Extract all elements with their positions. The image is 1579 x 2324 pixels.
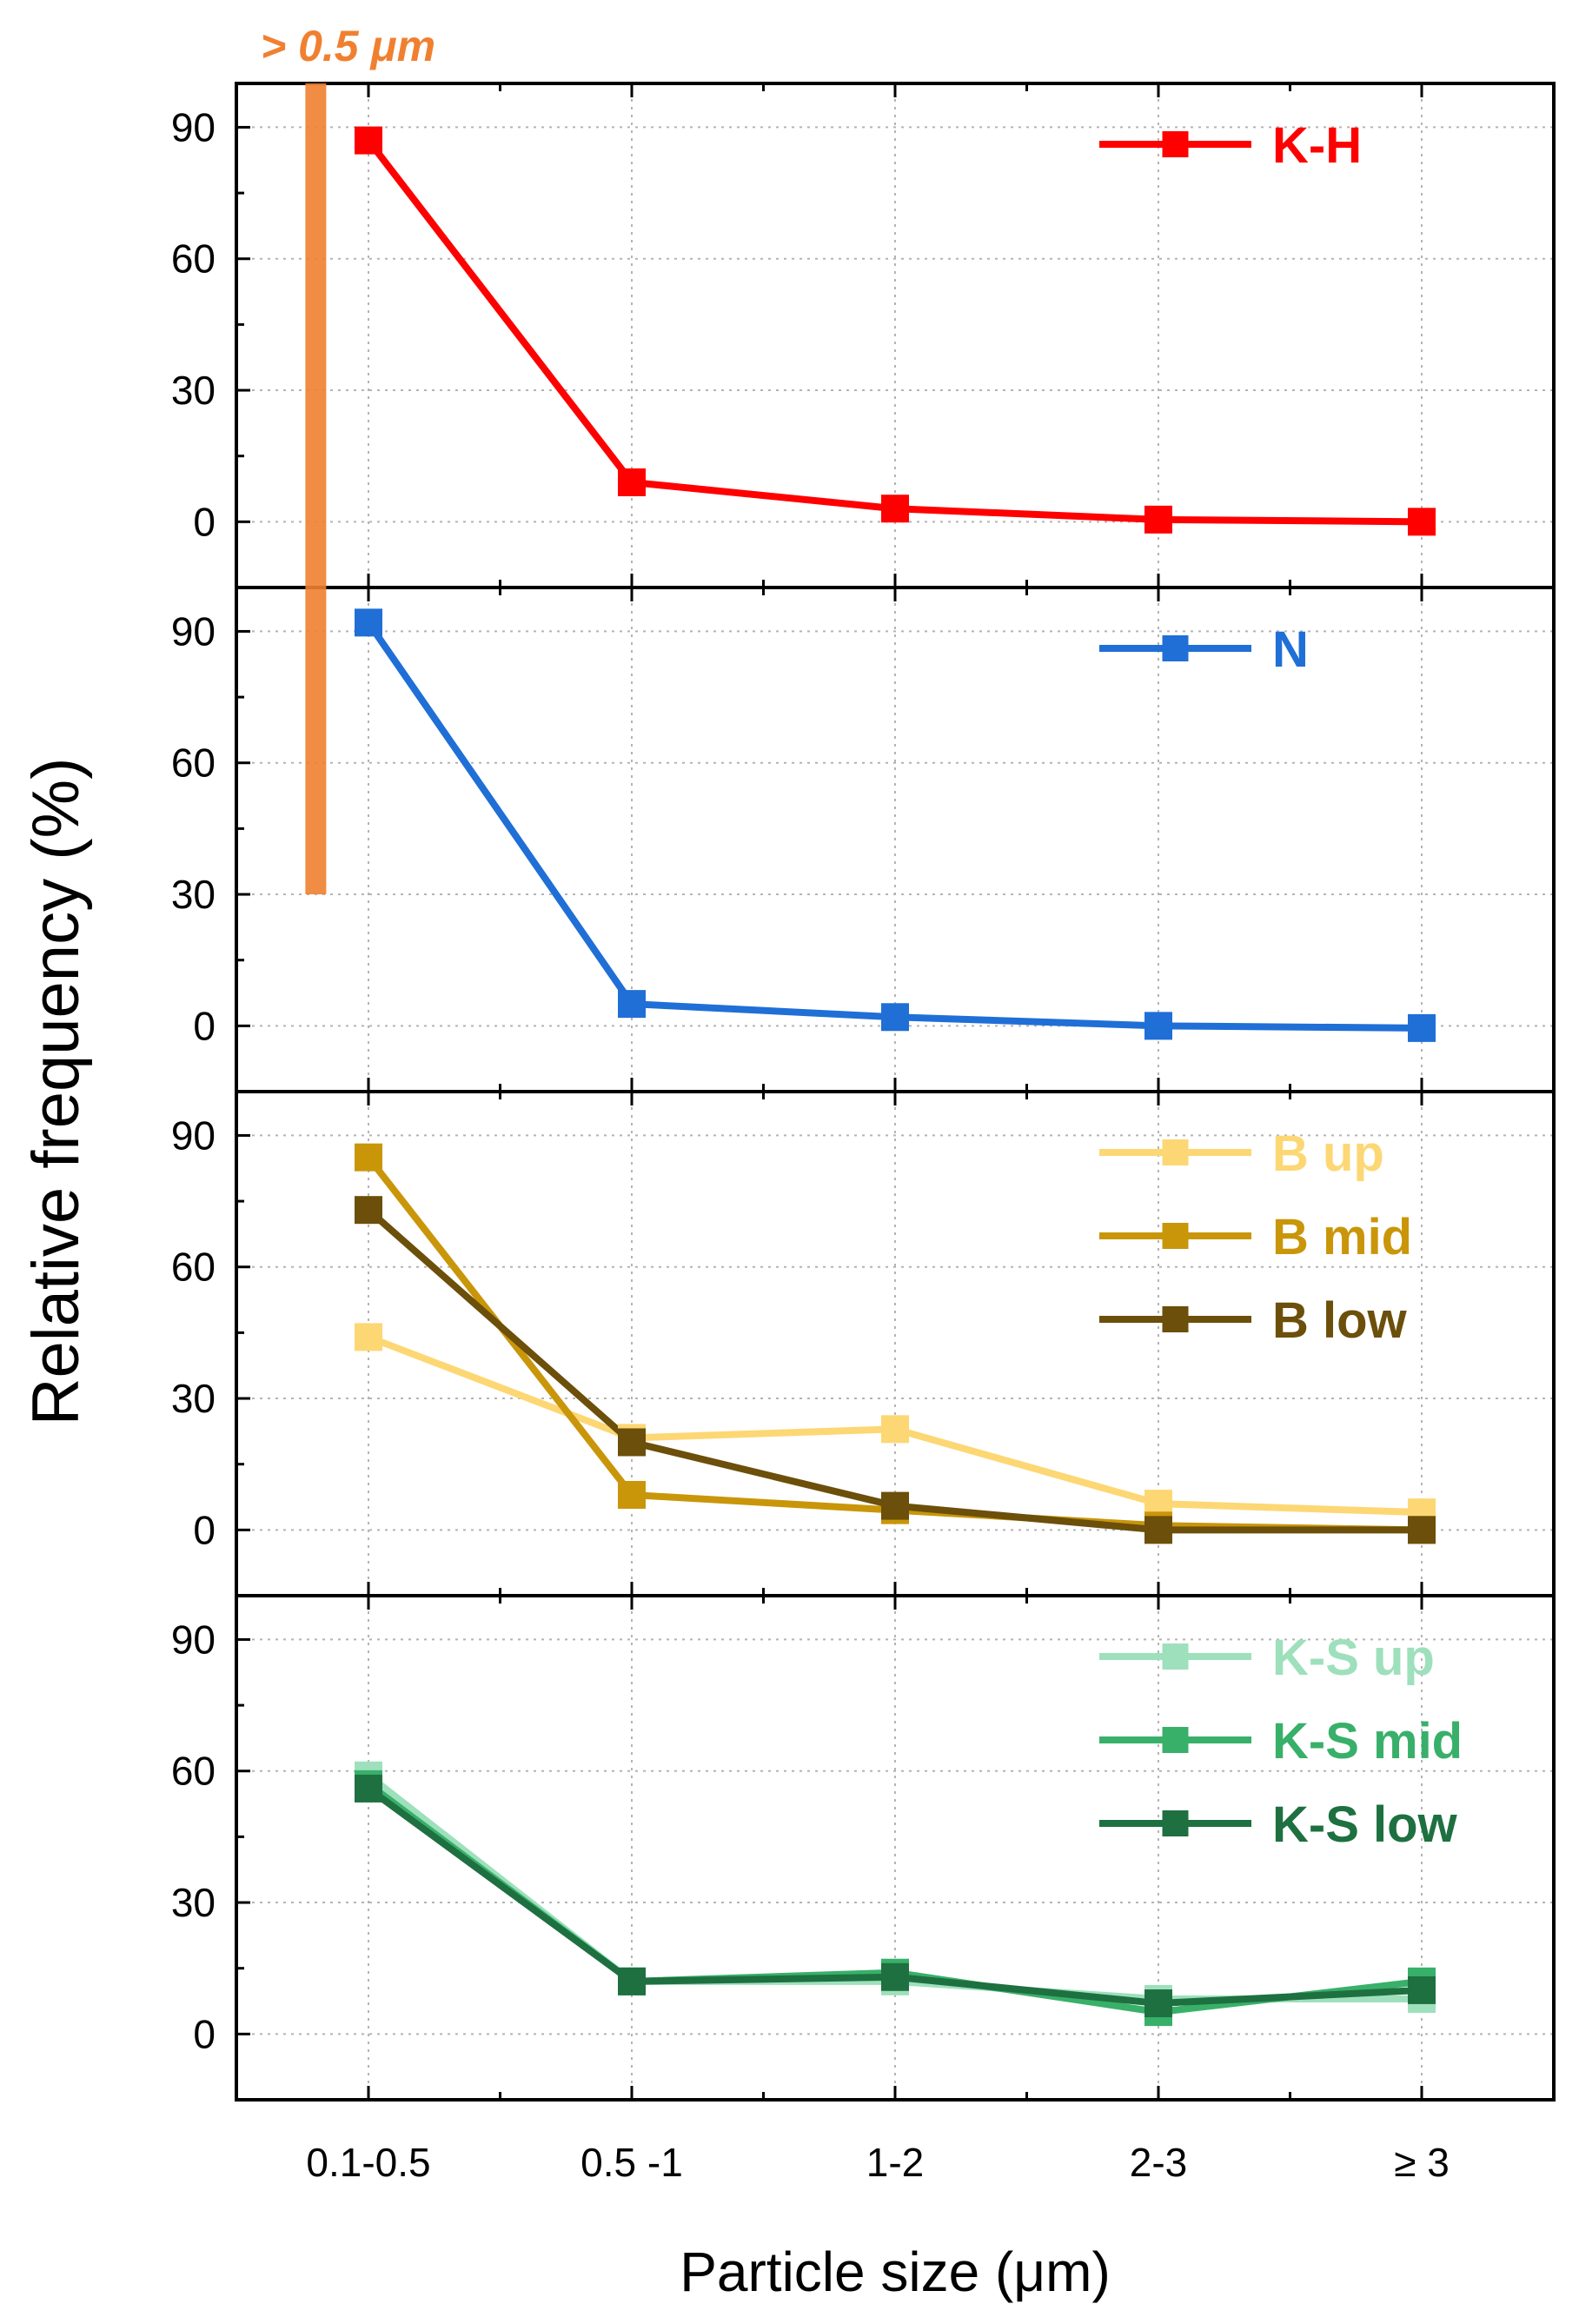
legend-swatch-marker	[1162, 131, 1189, 157]
y-tick-label: 30	[171, 1376, 216, 1421]
x-tick-label: 0.1-0.5	[306, 2140, 430, 2185]
legend-label: K-H	[1272, 117, 1362, 174]
data-point-n	[1408, 1013, 1436, 1042]
series-layer	[355, 126, 1436, 2027]
y-tick-label: 90	[171, 1112, 216, 1158]
legend-label: B low	[1272, 1292, 1408, 1349]
y-tick-label: 30	[171, 1880, 216, 1925]
data-point-n	[881, 1003, 909, 1032]
data-point-b-low	[1144, 1516, 1172, 1544]
legend-label: K-S up	[1272, 1630, 1435, 1686]
y-tick-label: 0	[193, 1003, 216, 1048]
data-point-n	[1144, 1012, 1172, 1040]
data-point-k-s-low	[618, 1967, 646, 1995]
x-tick-label: ≥ 3	[1394, 2140, 1450, 2185]
data-point-k-h	[355, 126, 382, 155]
data-point-b-up	[355, 1323, 382, 1351]
legend-swatch-marker	[1162, 1727, 1189, 1753]
data-point-k-s-low	[1408, 1975, 1436, 2004]
data-point-b-mid	[355, 1143, 382, 1172]
data-point-b-low	[618, 1428, 646, 1457]
legend-label: K-S mid	[1272, 1713, 1463, 1770]
legend-layer: K-H N B up B mid B low K-S up K-S mid K-S low	[1099, 117, 1463, 1853]
y-tick-label: 90	[171, 1617, 216, 1662]
legend-swatch-marker	[1162, 1643, 1189, 1670]
annotation-layer: > 0.5 μm	[261, 22, 435, 895]
data-point-n	[618, 990, 646, 1019]
annotation-label: > 0.5 μm	[261, 22, 435, 70]
y-tick-label: 0	[193, 499, 216, 544]
annotation-bar	[305, 83, 327, 895]
legend-label: B mid	[1272, 1209, 1412, 1265]
x-axis-title: Particle size (μm)	[680, 2241, 1111, 2303]
data-point-k-h	[1144, 505, 1172, 534]
y-tick-label: 30	[171, 368, 216, 413]
x-tick-label: 0.5 -1	[581, 2140, 683, 2185]
series-line-k-h	[365, 138, 1423, 526]
legend-label: B up	[1272, 1125, 1384, 1182]
y-tick-label: 30	[171, 872, 216, 917]
data-point-k-h	[1408, 508, 1436, 536]
y-tick-label: 60	[171, 740, 216, 786]
y-tick-label: 90	[171, 608, 216, 654]
legend-label: N	[1272, 621, 1309, 678]
y-tick-label: 60	[171, 1749, 216, 1794]
x-tick-label: 1-2	[866, 2140, 924, 2185]
legend-swatch-marker	[1162, 1810, 1189, 1836]
y-axis-title: Relative frequency (%)	[19, 758, 93, 1426]
y-tick-label: 60	[171, 236, 216, 282]
y-tick-label: 0	[193, 1507, 216, 1552]
data-point-b-low	[355, 1196, 382, 1225]
x-tick-label: 2-3	[1130, 2140, 1187, 2185]
axis-labels: 0.1-0.5 0.5 -1 1-2 2-3 ≥ 3 Relative frequency…	[19, 758, 1450, 2303]
y-tick-label: 90	[171, 104, 216, 149]
data-point-b-low	[1408, 1516, 1436, 1544]
data-point-k-s-low	[1144, 1989, 1172, 2018]
legend-swatch-marker	[1162, 1223, 1189, 1249]
data-point-b-mid	[618, 1481, 646, 1509]
y-tick-label: 0	[193, 2011, 216, 2056]
data-point-b-up	[881, 1415, 909, 1444]
data-point-k-h	[881, 495, 909, 523]
data-point-k-s-low	[881, 1962, 909, 1991]
data-point-k-h	[618, 468, 646, 496]
y-tick-label: 60	[171, 1245, 216, 1290]
data-point-k-s-low	[355, 1774, 382, 1803]
legend-swatch-marker	[1162, 1306, 1189, 1332]
data-point-b-low	[881, 1491, 909, 1520]
axis-ticks: 90 60 30 0 90 60 30 0 90 60 30 0 90 60 30 0	[171, 83, 1555, 2100]
legend-swatch-marker	[1162, 635, 1189, 661]
legend-swatch-marker	[1162, 1139, 1189, 1165]
data-point-n	[355, 608, 382, 637]
legend-label: K-S low	[1272, 1796, 1458, 1853]
